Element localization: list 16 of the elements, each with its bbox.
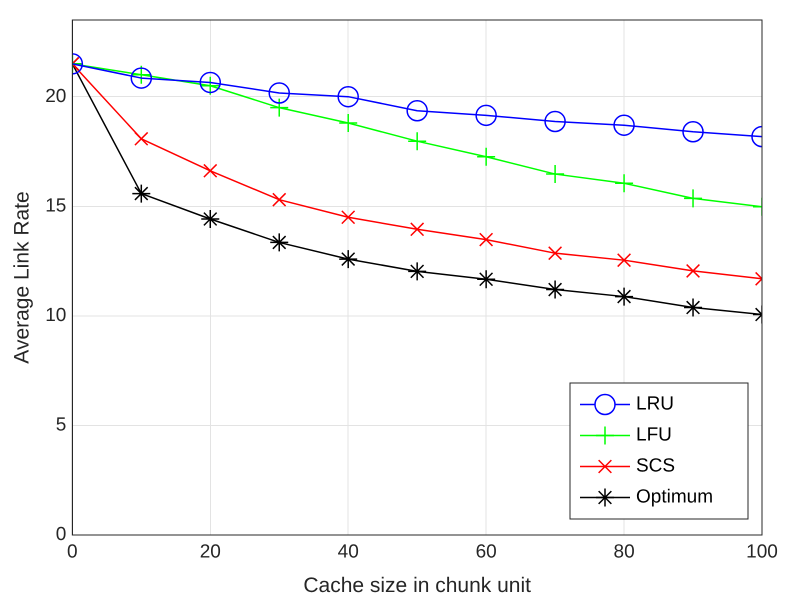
y-axis-title: Average Link Rate — [10, 191, 34, 364]
y-tick-label: 20 — [45, 86, 66, 107]
legend-label: Optimum — [636, 486, 714, 508]
x-tick-label: 40 — [338, 542, 359, 563]
x-tick-label: 20 — [200, 542, 221, 563]
legend-label: LRU — [636, 394, 674, 415]
y-tick-label: 15 — [45, 196, 66, 217]
x-axis-title: Cache size in chunk unit — [303, 574, 532, 598]
x-tick-label: 60 — [476, 542, 497, 563]
legend-label: LFU — [636, 424, 672, 446]
y-tick-label: 0 — [56, 524, 66, 546]
x-tick-label: 100 — [746, 542, 778, 563]
y-tick-label: 5 — [56, 414, 66, 436]
y-tick-label: 10 — [45, 305, 66, 326]
legend-label: SCS — [636, 456, 676, 477]
x-tick-label: 80 — [613, 542, 635, 563]
